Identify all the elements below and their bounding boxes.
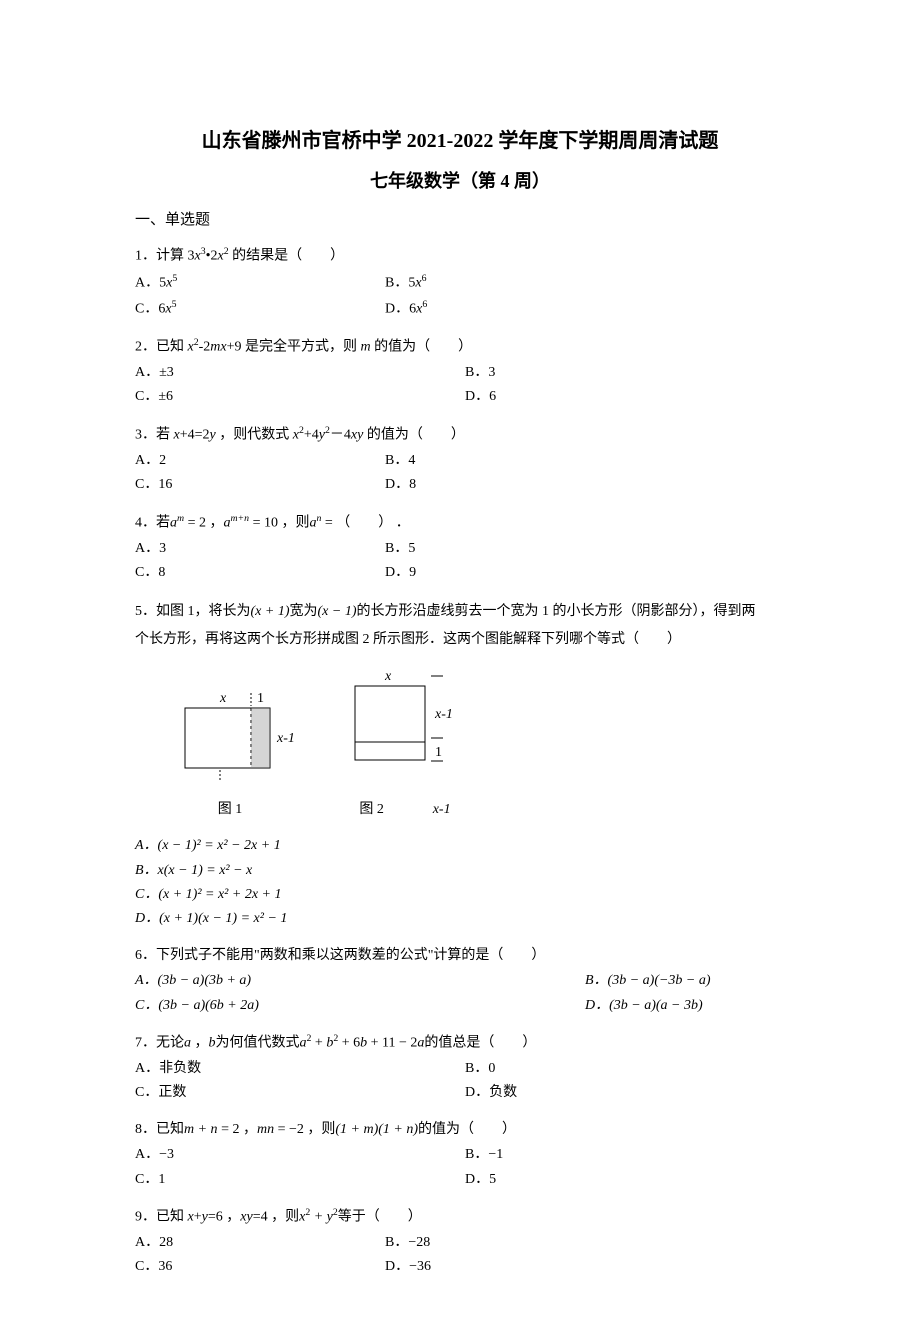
question-9: 9．已知 x+y=6 ，xy=4 ，则x2 + y2等于（ ） A．28 B．−… <box>135 1205 785 1279</box>
option-d: D．(x + 1)(x − 1) = x² − 1 <box>135 908 785 930</box>
option-b: B．5 <box>385 538 785 560</box>
option-a: A．非负数 <box>135 1058 455 1080</box>
question-text: 3．若 x+4=2y ，则代数式 x2+4y2－4xy 的值为（ ） <box>135 423 785 447</box>
option-c: C．8 <box>135 562 375 584</box>
option-b: B．0 <box>465 1058 785 1080</box>
option-a: A．−3 <box>135 1144 455 1166</box>
question-1: 1．计算 3x3•2x2 的结果是（ ） A．5x5 B．5x6 C．6x5 D… <box>135 244 785 321</box>
figure-2: x x-1 1 图 2 x-1 <box>335 668 475 821</box>
option-a: A．(3b − a)(3b + a) <box>135 970 575 992</box>
option-b: B．5x6 <box>385 271 785 295</box>
option-b: B．(3b − a)(−3b − a) <box>585 970 785 992</box>
figures: x 1 x-1 图 1 x x-1 1 <box>165 668 785 821</box>
page-title: 山东省滕州市官桥中学 2021-2022 学年度下学期周周清试题 <box>135 125 785 157</box>
option-a: A．2 <box>135 450 375 472</box>
option-a: A．±3 <box>135 362 455 384</box>
question-7: 7．无论a ，b为何值代数式a2 + b2 + 6b + 11 − 2a的值总是… <box>135 1031 785 1105</box>
question-text: 2．已知 x2-2mx+9 是完全平方式，则 m 的值为（ ） <box>135 335 785 359</box>
question-5: 5．如图 1，将长为(x + 1)宽为(x − 1)的长方形沿虚线剪去一个宽为 … <box>135 598 785 930</box>
option-d: D．6x6 <box>385 297 785 321</box>
option-c: C．1 <box>135 1169 455 1191</box>
option-d: D．6 <box>465 386 785 408</box>
option-c: C．(x + 1)² = x² + 2x + 1 <box>135 884 785 906</box>
question-text: 4．若am = 2 ，am+n = 10 ，则an = （ ） ． <box>135 511 785 535</box>
option-d: D．5 <box>465 1169 785 1191</box>
option-c: C．(3b − a)(6b + 2a) <box>135 995 575 1017</box>
option-b: B．x(x − 1) = x² − x <box>135 860 785 882</box>
figure-2-xm1: x-1 <box>433 799 451 821</box>
figure-1-svg: x 1 x-1 <box>165 690 295 790</box>
option-c: C．±6 <box>135 386 455 408</box>
svg-text:x: x <box>219 691 227 706</box>
question-text: 8．已知m + n = 2 ，mn = −2 ，则(1 + m)(1 + n)的… <box>135 1119 785 1141</box>
option-b: B．3 <box>465 362 785 384</box>
svg-text:1: 1 <box>435 745 442 760</box>
option-b: B．4 <box>385 450 785 472</box>
option-d: D．−36 <box>385 1256 785 1278</box>
page-subtitle: 七年级数学（第 4 周） <box>135 167 785 196</box>
option-d: D．9 <box>385 562 785 584</box>
option-d: D．(3b − a)(a − 3b) <box>585 995 785 1017</box>
option-b: B．−28 <box>385 1232 785 1254</box>
question-text: 6．下列式子不能用"两数和乘以这两数差的公式"计算的是（ ） <box>135 945 785 967</box>
figure-2-svg: x x-1 1 <box>335 668 475 786</box>
figure-2-label: 图 2 <box>359 799 384 821</box>
question-6: 6．下列式子不能用"两数和乘以这两数差的公式"计算的是（ ） A．(3b − a… <box>135 945 785 1017</box>
svg-text:x-1: x-1 <box>434 707 453 722</box>
option-c: C．36 <box>135 1256 375 1278</box>
question-text: 5．如图 1，将长为(x + 1)宽为(x − 1)的长方形沿虚线剪去一个宽为 … <box>135 598 785 654</box>
figure-1: x 1 x-1 图 1 <box>165 690 295 821</box>
option-c: C．正数 <box>135 1082 455 1104</box>
question-4: 4．若am = 2 ，am+n = 10 ，则an = （ ） ． A．3 B．… <box>135 511 785 585</box>
option-d: D．负数 <box>465 1082 785 1104</box>
question-8: 8．已知m + n = 2 ，mn = −2 ，则(1 + m)(1 + n)的… <box>135 1119 785 1191</box>
figure-1-label: 图 1 <box>165 799 295 821</box>
question-text: 1．计算 3x3•2x2 的结果是（ ） <box>135 244 785 268</box>
svg-text:x-1: x-1 <box>276 731 295 746</box>
option-a: A．3 <box>135 538 375 560</box>
question-2: 2．已知 x2-2mx+9 是完全平方式，则 m 的值为（ ） A．±3 B．3… <box>135 335 785 409</box>
svg-text:x: x <box>384 669 392 684</box>
option-c: C．6x5 <box>135 297 375 321</box>
option-a: A．28 <box>135 1232 375 1254</box>
option-c: C．16 <box>135 474 375 496</box>
section-header: 一、单选题 <box>135 208 785 232</box>
question-text: 7．无论a ，b为何值代数式a2 + b2 + 6b + 11 − 2a的值总是… <box>135 1031 785 1055</box>
question-text: 9．已知 x+y=6 ，xy=4 ，则x2 + y2等于（ ） <box>135 1205 785 1229</box>
option-d: D．8 <box>385 474 785 496</box>
svg-text:1: 1 <box>257 691 264 706</box>
option-a: A．(x − 1)² = x² − 2x + 1 <box>135 835 785 857</box>
question-3: 3．若 x+4=2y ，则代数式 x2+4y2－4xy 的值为（ ） A．2 B… <box>135 423 785 497</box>
option-b: B．−1 <box>465 1144 785 1166</box>
option-a: A．5x5 <box>135 271 375 295</box>
